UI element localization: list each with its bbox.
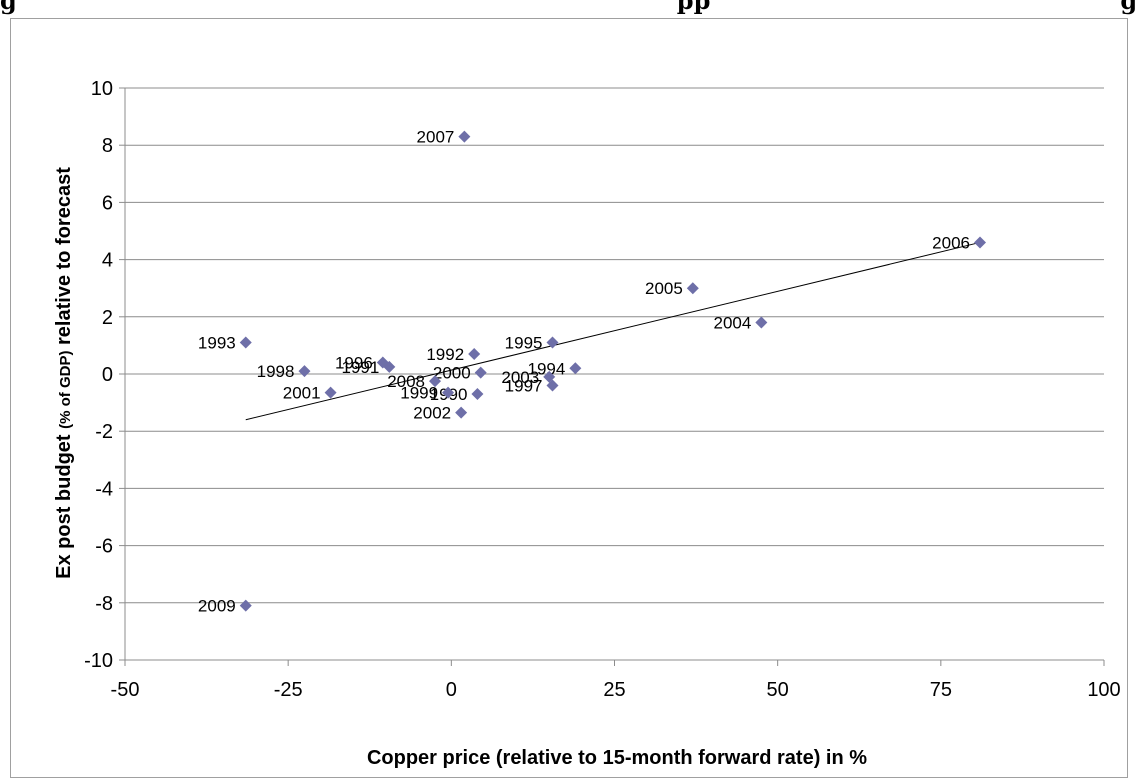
- data-point-2001: [324, 386, 337, 399]
- data-point-1998: [298, 365, 311, 378]
- point-label-2000: 2000: [433, 364, 471, 383]
- x-tick-label: -50: [111, 679, 140, 701]
- point-label-1992: 1992: [426, 345, 464, 364]
- data-point-1996: [376, 356, 389, 369]
- y-tick-label: -10: [84, 650, 113, 672]
- point-label-2004: 2004: [714, 314, 752, 333]
- page-header-fragment: g pp g: [0, 0, 1135, 15]
- y-tick-label: -4: [95, 478, 113, 500]
- y-tick-labels: 10 8 6 4 2 0 -2 -4 -6 -8 -10: [84, 78, 113, 672]
- x-tick-label: 100: [1087, 679, 1120, 701]
- y-axis-title-small: (% of GDP): [57, 351, 74, 429]
- header-fragment-middle: pp: [676, 0, 711, 15]
- data-point-2005: [686, 282, 699, 295]
- point-label-2007: 2007: [417, 128, 455, 147]
- x-axis-title: Copper price (relative to 15-month forwa…: [367, 747, 867, 769]
- point-label-1994: 1994: [528, 359, 566, 378]
- data-point-1993: [239, 336, 252, 349]
- data-point-1999: [442, 386, 455, 399]
- y-axis-title: Ex post budget (% of GDP) relative to fo…: [53, 167, 75, 579]
- point-label-1993: 1993: [198, 334, 236, 353]
- trendline: [245, 241, 981, 421]
- gridlines: [125, 87, 1104, 604]
- y-tick-label: 4: [102, 250, 113, 272]
- data-point-2006: [973, 236, 986, 249]
- point-label-1991: 1991: [342, 358, 380, 377]
- point-label-2005: 2005: [645, 279, 683, 298]
- data-point-2000: [474, 366, 487, 379]
- point-label-2008: 2008: [387, 372, 425, 391]
- x-tick-label: 75: [930, 679, 952, 701]
- point-label-2006: 2006: [932, 233, 970, 252]
- data-point-1992: [468, 347, 481, 360]
- y-tick-label: -8: [95, 593, 113, 615]
- data-point-2004: [755, 316, 768, 329]
- y-tick-label: -2: [95, 421, 113, 443]
- y-tick-label: 0: [102, 364, 113, 386]
- data-point-2008: [429, 375, 442, 388]
- point-label-2003: 2003: [501, 368, 539, 387]
- data-point-2009: [239, 599, 252, 612]
- point-label-1995: 1995: [505, 334, 543, 353]
- point-label-1999: 1999: [400, 384, 438, 403]
- y-axis-title-main: Ex post budget: [53, 434, 75, 579]
- data-point-1994: [569, 362, 582, 375]
- y-tick-label: 8: [102, 135, 113, 157]
- y-tick-label: 10: [91, 78, 113, 100]
- data-point-2003: [543, 370, 556, 383]
- x-tick-label: -25: [274, 679, 303, 701]
- y-tick-label: -6: [95, 536, 113, 558]
- axes: [119, 87, 1105, 666]
- data-point-2002: [455, 406, 468, 419]
- point-label-1998: 1998: [257, 362, 295, 381]
- point-label-2002: 2002: [413, 404, 451, 423]
- point-label-1996: 1996: [335, 354, 373, 373]
- data-point-1990: [471, 388, 484, 401]
- point-label-2001: 2001: [283, 384, 321, 403]
- x-tick-label: 25: [603, 679, 625, 701]
- point-label-1997: 1997: [505, 376, 543, 395]
- y-axis-title-rest: relative to forecast: [53, 167, 75, 345]
- point-label-2009: 2009: [198, 597, 236, 616]
- data-points: 1990199119921993199419951996199719981999…: [198, 128, 986, 616]
- x-tick-label: 0: [446, 679, 457, 701]
- data-point-2007: [458, 130, 471, 143]
- y-tick-label: 6: [102, 192, 113, 214]
- x-tick-label: 50: [767, 679, 789, 701]
- header-fragment-left: g: [0, 0, 17, 15]
- header-fragment-right: g: [1120, 0, 1135, 15]
- data-point-1995: [546, 336, 559, 349]
- y-tick-label: 2: [102, 307, 113, 329]
- x-tick-labels: -50 -25 0 25 50 75 100: [111, 679, 1121, 701]
